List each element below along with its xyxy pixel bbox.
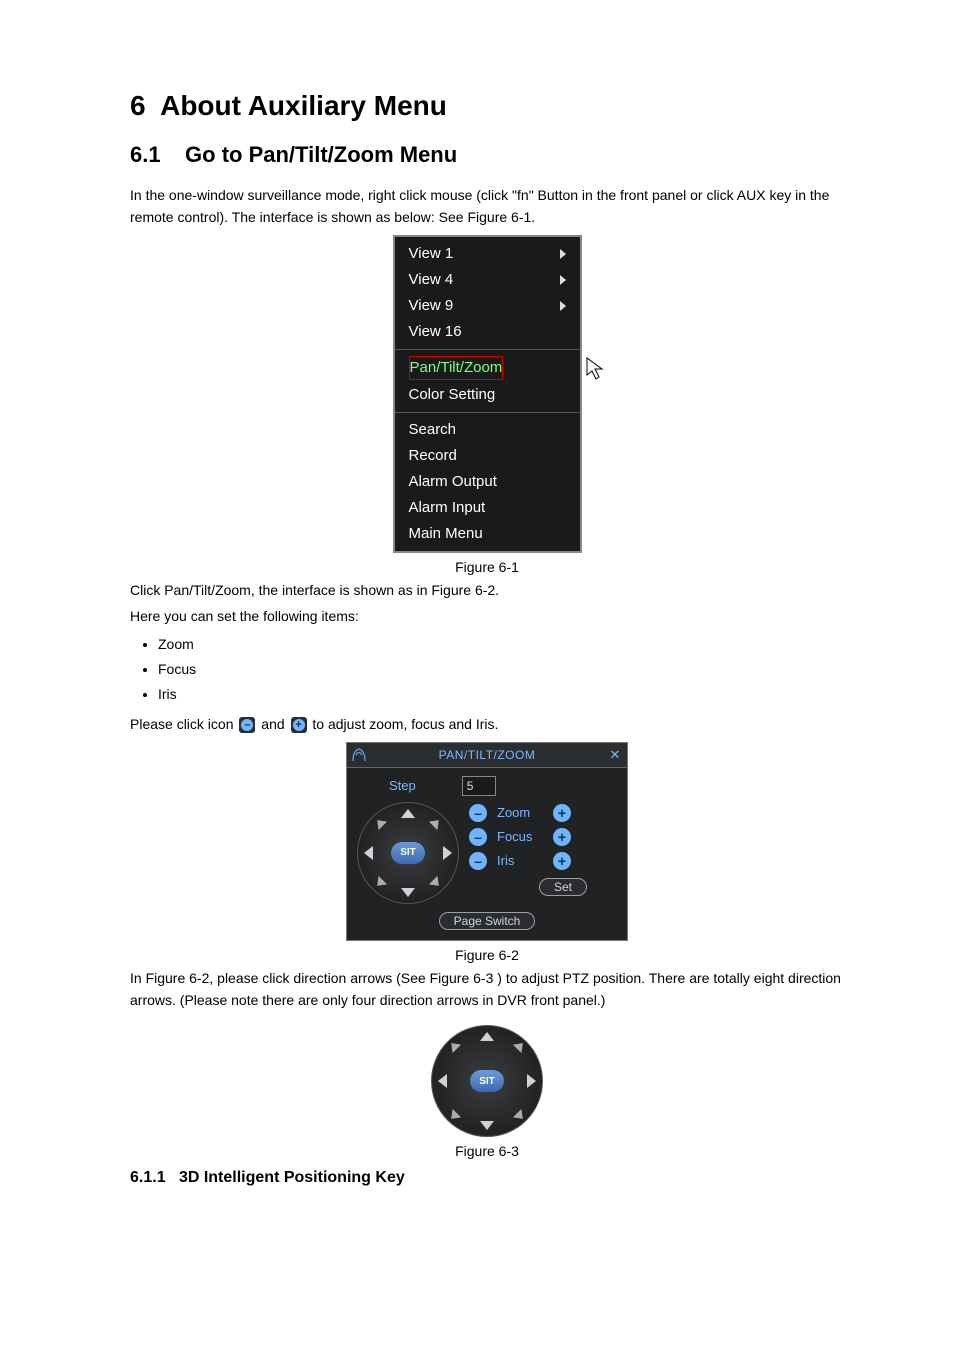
close-icon[interactable]: ✕ — [603, 747, 627, 763]
menu-item-alarm-input[interactable]: Alarm Input — [395, 495, 580, 521]
minus-icon: – — [239, 717, 255, 733]
chapter-title: About Auxiliary Menu — [160, 90, 447, 121]
context-menu: View 1 View 4 View 9 View 16 Pan/Tilt/Zo… — [393, 235, 582, 553]
zoom-row: Zoom — [469, 804, 617, 822]
zoom-minus-button[interactable] — [469, 804, 487, 822]
ptz-logo-icon — [347, 743, 371, 767]
submenu-arrow-icon — [560, 249, 566, 259]
menu-item-view16[interactable]: View 16 — [395, 319, 580, 345]
figure-6-2-caption: Figure 6-2 — [130, 947, 844, 963]
paragraph-3: Here you can set the following items: — [130, 605, 844, 627]
menu-item-view1[interactable]: View 1 — [395, 241, 580, 267]
iris-row: Iris — [469, 852, 617, 870]
menu-item-label: Color Setting — [409, 384, 496, 406]
text-run: Please click icon — [130, 716, 237, 732]
menu-item-label: View 4 — [409, 269, 454, 291]
text-run: to adjust zoom, focus and Iris. — [309, 716, 499, 732]
menu-item-label: Alarm Input — [409, 497, 486, 519]
arrow-upright-icon[interactable] — [429, 815, 443, 829]
direction-pad: SIT — [431, 1025, 543, 1137]
menu-item-label: View 9 — [409, 295, 454, 317]
arrow-up-icon[interactable] — [401, 809, 415, 818]
menu-item-label: Search — [409, 419, 457, 441]
menu-item-record[interactable]: Record — [395, 443, 580, 469]
menu-item-view4[interactable]: View 4 — [395, 267, 580, 293]
paragraph-5: In Figure 6-2, please click direction ar… — [130, 967, 844, 1012]
menu-item-label: View 1 — [409, 243, 454, 265]
list-item: Focus — [158, 657, 844, 682]
arrow-down-icon[interactable] — [480, 1121, 494, 1130]
menu-item-label: Pan/Tilt/Zoom — [409, 356, 504, 380]
sit-button[interactable]: SIT — [470, 1070, 504, 1092]
menu-item-ptz[interactable]: Pan/Tilt/Zoom — [395, 354, 580, 382]
section-heading: 6.1 Go to Pan/Tilt/Zoom Menu — [130, 142, 844, 168]
menu-item-alarm-output[interactable]: Alarm Output — [395, 469, 580, 495]
arrow-downright-icon[interactable] — [429, 875, 443, 889]
section-title: Go to Pan/Tilt/Zoom Menu — [185, 142, 457, 167]
subsection-title: 3D Intelligent Positioning Key — [179, 1169, 405, 1186]
plus-icon: + — [291, 717, 307, 733]
menu-item-search[interactable]: Search — [395, 417, 580, 443]
list-item: Zoom — [158, 632, 844, 657]
menu-item-label: Main Menu — [409, 523, 483, 545]
step-input[interactable]: 5 — [462, 776, 496, 796]
arrow-downleft-icon[interactable] — [447, 1109, 461, 1123]
iris-label: Iris — [497, 853, 543, 868]
iris-minus-button[interactable] — [469, 852, 487, 870]
menu-item-label: Record — [409, 445, 457, 467]
step-label: Step — [389, 778, 416, 793]
paragraph-4: Please click icon – and + to adjust zoom… — [130, 713, 844, 735]
chapter-num: 6 — [130, 90, 146, 121]
step-value: 5 — [467, 779, 474, 793]
arrow-right-icon[interactable] — [443, 846, 452, 860]
subsection-heading: 6.1.1 3D Intelligent Positioning Key — [130, 1169, 844, 1187]
paragraph-1: In the one-window surveillance mode, rig… — [130, 184, 844, 229]
arrow-left-icon[interactable] — [438, 1074, 447, 1088]
list-item: Iris — [158, 682, 844, 707]
subsection-num: 6.1.1 — [130, 1169, 166, 1186]
arrow-upleft-icon[interactable] — [373, 815, 387, 829]
focus-plus-button[interactable] — [553, 828, 571, 846]
arrow-upleft-icon[interactable] — [447, 1039, 461, 1053]
ptz-title-text: PAN/TILT/ZOOM — [371, 748, 603, 762]
arrow-downright-icon[interactable] — [513, 1109, 527, 1123]
menu-item-label: Alarm Output — [409, 471, 497, 493]
focus-minus-button[interactable] — [469, 828, 487, 846]
zoom-plus-button[interactable] — [553, 804, 571, 822]
ptz-window: PAN/TILT/ZOOM ✕ Step 5 — [346, 742, 628, 941]
direction-pad: SIT — [357, 802, 459, 904]
arrow-upright-icon[interactable] — [513, 1039, 527, 1053]
submenu-arrow-icon — [560, 301, 566, 311]
focus-label: Focus — [497, 829, 543, 844]
items-list: Zoom Focus Iris — [130, 632, 844, 708]
figure-6-1-caption: Figure 6-1 — [130, 559, 844, 575]
page-switch-button[interactable]: Page Switch — [439, 912, 536, 930]
figure-6-3-caption: Figure 6-3 — [130, 1143, 844, 1159]
paragraph-2: Click Pan/Tilt/Zoom, the interface is sh… — [130, 579, 844, 601]
submenu-arrow-icon — [560, 275, 566, 285]
focus-row: Focus — [469, 828, 617, 846]
zoom-label: Zoom — [497, 805, 543, 820]
menu-item-view9[interactable]: View 9 — [395, 293, 580, 319]
set-button[interactable]: Set — [539, 878, 587, 896]
menu-item-color-setting[interactable]: Color Setting — [395, 382, 580, 408]
arrow-left-icon[interactable] — [364, 846, 373, 860]
menu-item-label: View 16 — [409, 321, 462, 343]
arrow-downleft-icon[interactable] — [373, 875, 387, 889]
arrow-up-icon[interactable] — [480, 1032, 494, 1041]
text-run: and — [257, 716, 288, 732]
section-num: 6.1 — [130, 142, 161, 167]
ptz-titlebar: PAN/TILT/ZOOM ✕ — [347, 743, 627, 768]
arrow-down-icon[interactable] — [401, 888, 415, 897]
arrow-right-icon[interactable] — [527, 1074, 536, 1088]
chapter-heading: 6 About Auxiliary Menu — [130, 90, 844, 122]
sit-button[interactable]: SIT — [391, 842, 425, 864]
menu-item-main-menu[interactable]: Main Menu — [395, 521, 580, 547]
iris-plus-button[interactable] — [553, 852, 571, 870]
